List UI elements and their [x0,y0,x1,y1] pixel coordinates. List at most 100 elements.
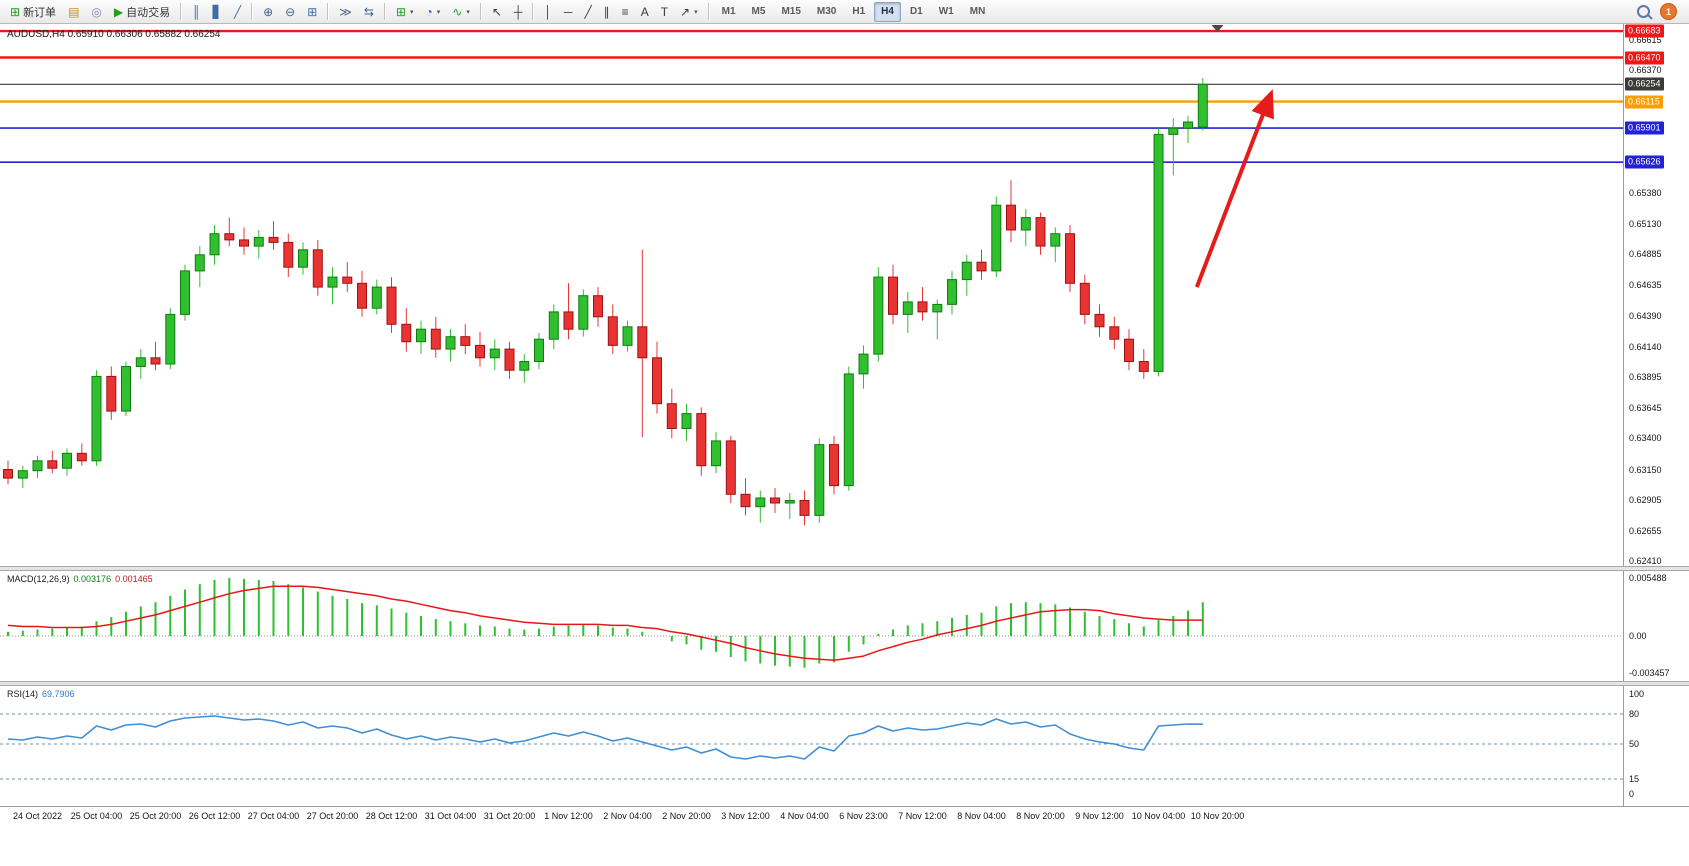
candle [991,204,1002,272]
time-axis-label: 31 Oct 04:00 [424,811,477,821]
price-axis[interactable]: 0.66615 0.66370 0.65380 0.65130 0.64885 0.646… [1623,24,1689,566]
rsi-axis[interactable]: 100 80 50 15 0 [1623,686,1689,806]
candle [1197,83,1208,128]
time-axis-label: 27 Oct 20:00 [306,811,359,821]
new-chart-button[interactable]: ⊞ ▾ [391,1,419,22]
period-presets-dropdown-icon[interactable]: ▾ [436,8,441,16]
axis-tick: 0.64140 [1629,341,1662,352]
macd-canvas[interactable] [0,571,1623,681]
candle [519,361,530,371]
rsi-pane[interactable]: RSI(14) 69.7906 [0,686,1623,806]
main-chart-canvas[interactable] [0,24,1623,566]
chart-shift-marker[interactable] [1211,25,1224,32]
new-order-button[interactable]: ⊞ 新订单 [5,1,61,22]
price-chart-pane[interactable]: AUDUSD,H4 0.65910 0.66306 0.65882 0.6625… [0,24,1623,566]
candle [961,261,972,281]
timeframe-d1[interactable]: D1 [909,6,923,17]
vertical-line-button[interactable]: │ [539,1,557,22]
timeframe-h4[interactable]: H4 [874,1,901,22]
candle [1094,313,1105,328]
notification-badge[interactable]: 1 [1660,3,1677,20]
candle [696,413,707,467]
chart-shift-button[interactable]: ⇆ [359,1,379,22]
text-label-button[interactable]: T [656,1,673,22]
axis-tick: 0.64635 [1629,280,1662,291]
bar-chart-type-icon: ║ [192,4,201,19]
zoom-out-button[interactable]: ⊖ [280,1,300,22]
candle [224,233,235,241]
candlestick-chart-type-button[interactable]: ▋ [208,1,227,22]
time-axis[interactable]: 24 Oct 2022 25 Oct 04:00 25 Oct 20:00 26 Oc… [0,806,1689,827]
axis-tick: 0.62655 [1629,525,1662,536]
timeframe-m5[interactable]: M5 [751,6,766,17]
vertical-line-icon: │ [544,4,552,19]
candle [342,276,353,284]
new-chart-dropdown-icon[interactable]: ▾ [409,8,414,16]
main-toolbar: ⊞ 新订单 ▤ ◎ ▶ 自动交易 ║ ▋ ╱ ⊕ ⊖ ⊞ ≫ ⇆ ⊞ ▾ ◔ ▾ ∿ ▾ ↖ ┼ │ ─ ╱ ∥ ≡ A T ↗ ▾ M1 M5… [0,0,1689,24]
pane-separator[interactable] [0,566,1689,571]
cursor-icon: ↖ [491,4,502,19]
candle [121,366,131,412]
candle [62,452,72,469]
timeframe-m1[interactable]: M1 [721,6,736,17]
timeframe-w1[interactable]: W1 [938,6,954,17]
macd-pane[interactable]: MACD(12,26,9) 0.003176 0.001465 [0,571,1623,681]
axis-tick: 0.64885 [1629,249,1662,260]
candle [578,295,589,330]
candle [460,336,471,346]
toolbar-separator [707,3,710,20]
bottom-filler [0,827,1689,866]
line-chart-type-button[interactable]: ╱ [229,1,246,22]
timeframe-m15[interactable]: M15 [781,6,801,17]
candle [327,276,338,288]
candle [268,236,279,243]
indicators-button[interactable]: ∿ ▾ [447,1,475,22]
arrows-tool-dropdown-icon[interactable]: ▾ [694,8,698,16]
rsi-canvas[interactable] [0,686,1623,806]
fibonacci-button[interactable]: ≡ [617,1,634,22]
axis-tick: 100 [1629,689,1645,699]
timeframe-mn[interactable]: MN [969,6,986,17]
text-button[interactable]: A [636,1,654,22]
zoom-out-icon: ⊖ [285,4,296,19]
cursor-button[interactable]: ↖ [487,1,507,22]
toolbar-separator [532,3,535,20]
crosshair-icon: ┼ [513,4,523,19]
trend-line-button[interactable]: ╱ [579,1,596,22]
rsi-value: 69.7906 [42,689,75,699]
zoom-in-button[interactable]: ⊕ [258,1,278,22]
time-axis-label: 26 Oct 12:00 [188,811,241,821]
toolbar-separator [383,3,386,20]
bar-chart-type-button[interactable]: ║ [187,1,206,22]
auto-scroll-button[interactable]: ≫ [334,1,357,22]
tile-windows-button[interactable]: ⊞ [302,1,322,22]
indicators-dropdown-icon[interactable]: ▾ [466,8,470,16]
candle [180,270,190,315]
time-axis-label: 25 Oct 20:00 [129,811,182,821]
charts-window-button[interactable]: ▤ [63,1,84,22]
candle [91,375,102,462]
fibonacci-icon: ≡ [621,4,629,19]
time-axis-label: 3 Nov 12:00 [721,811,770,821]
toolbar-right-group: 1 [1637,3,1685,20]
profiles-button[interactable]: ◎ [86,1,106,22]
period-presets-button[interactable]: ◔ ▾ [421,1,446,22]
search-icon[interactable] [1637,5,1650,18]
axis-tick: 15 [1629,774,1640,784]
time-axis-label: 10 Nov 04:00 [1131,811,1186,821]
candle [312,249,323,288]
timeframe-m30[interactable]: M30 [816,6,837,17]
horizontal-line-button[interactable]: ─ [559,1,578,22]
macd-axis[interactable]: 0.005488 0.00 -0.003457 [1623,571,1689,681]
axis-tick: 50 [1629,739,1640,749]
arrows-tool-button[interactable]: ↗ ▾ [675,1,703,22]
trend-arrow[interactable] [1194,89,1274,288]
orange-level-line-badge: 0.66115 [1625,95,1663,109]
crosshair-button[interactable]: ┼ [509,1,528,22]
candle [548,311,559,340]
pane-separator[interactable] [0,681,1689,686]
timeframe-h1[interactable]: H1 [852,6,866,17]
axis-tick: 0.64390 [1629,310,1662,321]
auto-trading-button[interactable]: ▶ 自动交易 [109,1,175,22]
equidistant-channel-button[interactable]: ∥ [599,1,615,22]
